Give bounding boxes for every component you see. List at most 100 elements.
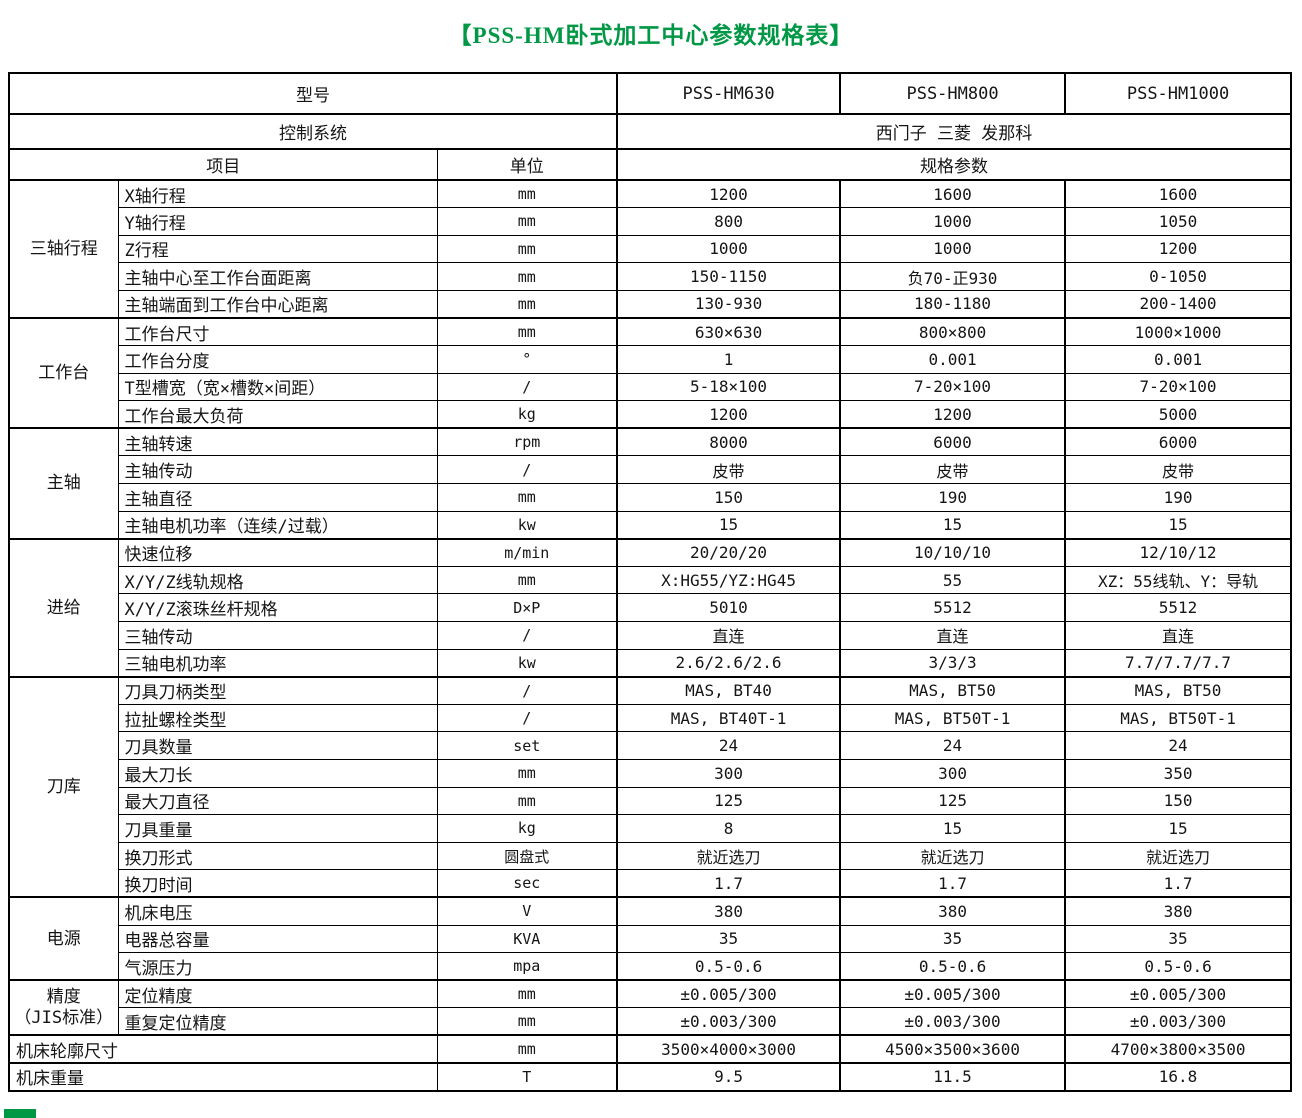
row-item-label: 主轴端面到工作台中心距离 [117,289,438,319]
row-unit: / [436,621,618,650]
row-unit: / [436,455,618,485]
row-unit: set [436,731,618,760]
row-item-label: 最大刀直径 [117,786,438,816]
row-value: MAS, BT50T-1 [1064,703,1292,733]
control-system-value: 西门子 三菱 发那科 [616,113,1292,150]
row-value: 1050 [1064,207,1292,236]
row-item-label: 机床电压 [117,896,438,926]
table-row: 换刀形式 圆盘式 就近选刀 就近选刀 就近选刀 [9,841,1292,871]
row-item-label: 机床轮廓尺寸 [8,1034,438,1064]
row-value: 4700×3800×3500 [1064,1034,1292,1064]
row-value: 3500×4000×3000 [616,1034,841,1064]
table-row: 进给 快速位移 m/min 20/20/20 10/10/10 12/10/12 [8,537,1292,678]
section-group-label: 主轴 [8,427,119,540]
table-row: T型槽宽（宽×槽数×间距）/5-18×100 7-20×100 7-20×100 [9,372,1292,402]
row-value: 0.5-0.6 [839,952,1066,981]
row-value: 20/20/20 [616,537,841,567]
section-group-label: 刀库 [8,675,119,898]
row-item-label: 换刀时间 [117,869,438,898]
row-unit: rpm [436,427,618,457]
row-value: 9.5 [616,1062,841,1092]
row-value: 24 [839,731,1066,760]
row-unit: ° [436,345,618,374]
row-item-label: 刀具数量 [117,731,438,760]
row-value: 125 [616,786,841,816]
row-value: ±0.003/300 [839,1007,1066,1036]
row-value: 1000×1000 [1064,316,1292,347]
table-row: 主轴 主轴转速 rpm 8000 6000 6000 [8,427,1292,540]
model-name: PSS-HM630 [616,72,841,115]
row-unit: kg [436,400,618,429]
row-value: 11.5 [839,1062,1066,1092]
row-value: 800×800 [839,316,1066,347]
row-value: 直连 [616,621,841,650]
table-row: 刀具重量 kg 8 15 15 [9,814,1292,843]
row-value: 1200 [1064,234,1292,264]
row-value: 200-1400 [1064,289,1292,319]
table-row: 换刀时间 sec 1.7 1.7 1.7 [9,869,1292,898]
row-value: 7-20×100 [1064,372,1292,402]
row-unit: mm [436,758,618,788]
row-value: 380 [616,896,841,926]
row-unit: mm [436,1034,618,1064]
unit-column-label: 单位 [436,148,618,181]
row-unit: mm [436,316,618,347]
table-row: 工作台最大负荷 kg 1200 1200 5000 [9,400,1292,429]
row-value: 皮带 [616,455,841,485]
row-unit: kg [436,814,618,843]
row-item-label: 最大刀长 [117,758,438,788]
row-item-label: 拉扯螺栓类型 [117,703,438,733]
row-value: MAS, BT50 [839,675,1066,705]
row-value: 180-1180 [839,289,1066,319]
row-value: 150-1150 [616,262,841,291]
table-row: 主轴传动 / 皮带 皮带 皮带 [9,455,1292,485]
row-value: 800 [616,207,841,236]
row-value: 15 [1064,814,1292,843]
row-value: 0.001 [1064,345,1292,374]
row-value: 8 [616,814,841,843]
row-value: MAS, BT50 [1064,675,1292,705]
row-value: 就近选刀 [839,841,1066,871]
row-value: ±0.003/300 [1064,1007,1292,1036]
row-value: 190 [1064,483,1292,512]
row-value: 7-20×100 [839,372,1066,402]
row-unit: kw [436,648,618,678]
row-value: 4500×3500×3600 [839,1034,1066,1064]
row-value: 16.8 [1064,1062,1292,1092]
row-value: 150 [1064,786,1292,816]
row-value: 380 [1064,896,1292,926]
row-value: 10/10/10 [839,537,1066,567]
spec-params-label: 规格参数 [616,148,1292,181]
row-value: 1200 [616,400,841,429]
row-value: 直连 [1064,621,1292,650]
row-unit: mm [436,1007,618,1036]
row-item-label: Z行程 [117,234,438,264]
row-value: 5-18×100 [616,372,841,402]
row-unit: V [436,896,618,926]
row-unit: sec [436,869,618,898]
row-value: 0.001 [839,345,1066,374]
row-value: 1.7 [1064,869,1292,898]
table-row: 电源 机床电压 V 380 380 380 [8,896,1292,981]
row-unit: kw [436,510,618,540]
row-value: 130-930 [616,289,841,319]
table-row: 气源压力 mpa 0.5-0.6 0.5-0.6 0.5-0.6 [9,952,1292,981]
row-item-label: 定位精度 [117,979,438,1009]
row-value: 630×630 [616,316,841,347]
row-value: 15 [839,814,1066,843]
row-item-label: Y轴行程 [117,207,438,236]
section-group-label: 进给 [8,537,119,678]
row-value: 就近选刀 [616,841,841,871]
row-item-label: 工作台尺寸 [117,316,438,347]
row-value: 皮带 [839,455,1066,485]
row-item-label: 工作台最大负荷 [117,400,438,429]
row-value: 6000 [839,427,1066,457]
row-unit: KVA [436,924,618,954]
row-item-label: 重复定位精度 [117,1007,438,1036]
section-group-label: 工作台 [8,316,119,429]
row-item-label: 电器总容量 [117,924,438,954]
row-item-label: 工作台分度 [117,345,438,374]
row-value: 5512 [839,593,1066,622]
table-row: 三轴电机功率 kw 2.6/2.6/2.6 3/3/3 7.7/7.7/7.7 [9,648,1292,678]
table-row: Y轴行程 mm 800 1000 1050 [9,207,1292,236]
